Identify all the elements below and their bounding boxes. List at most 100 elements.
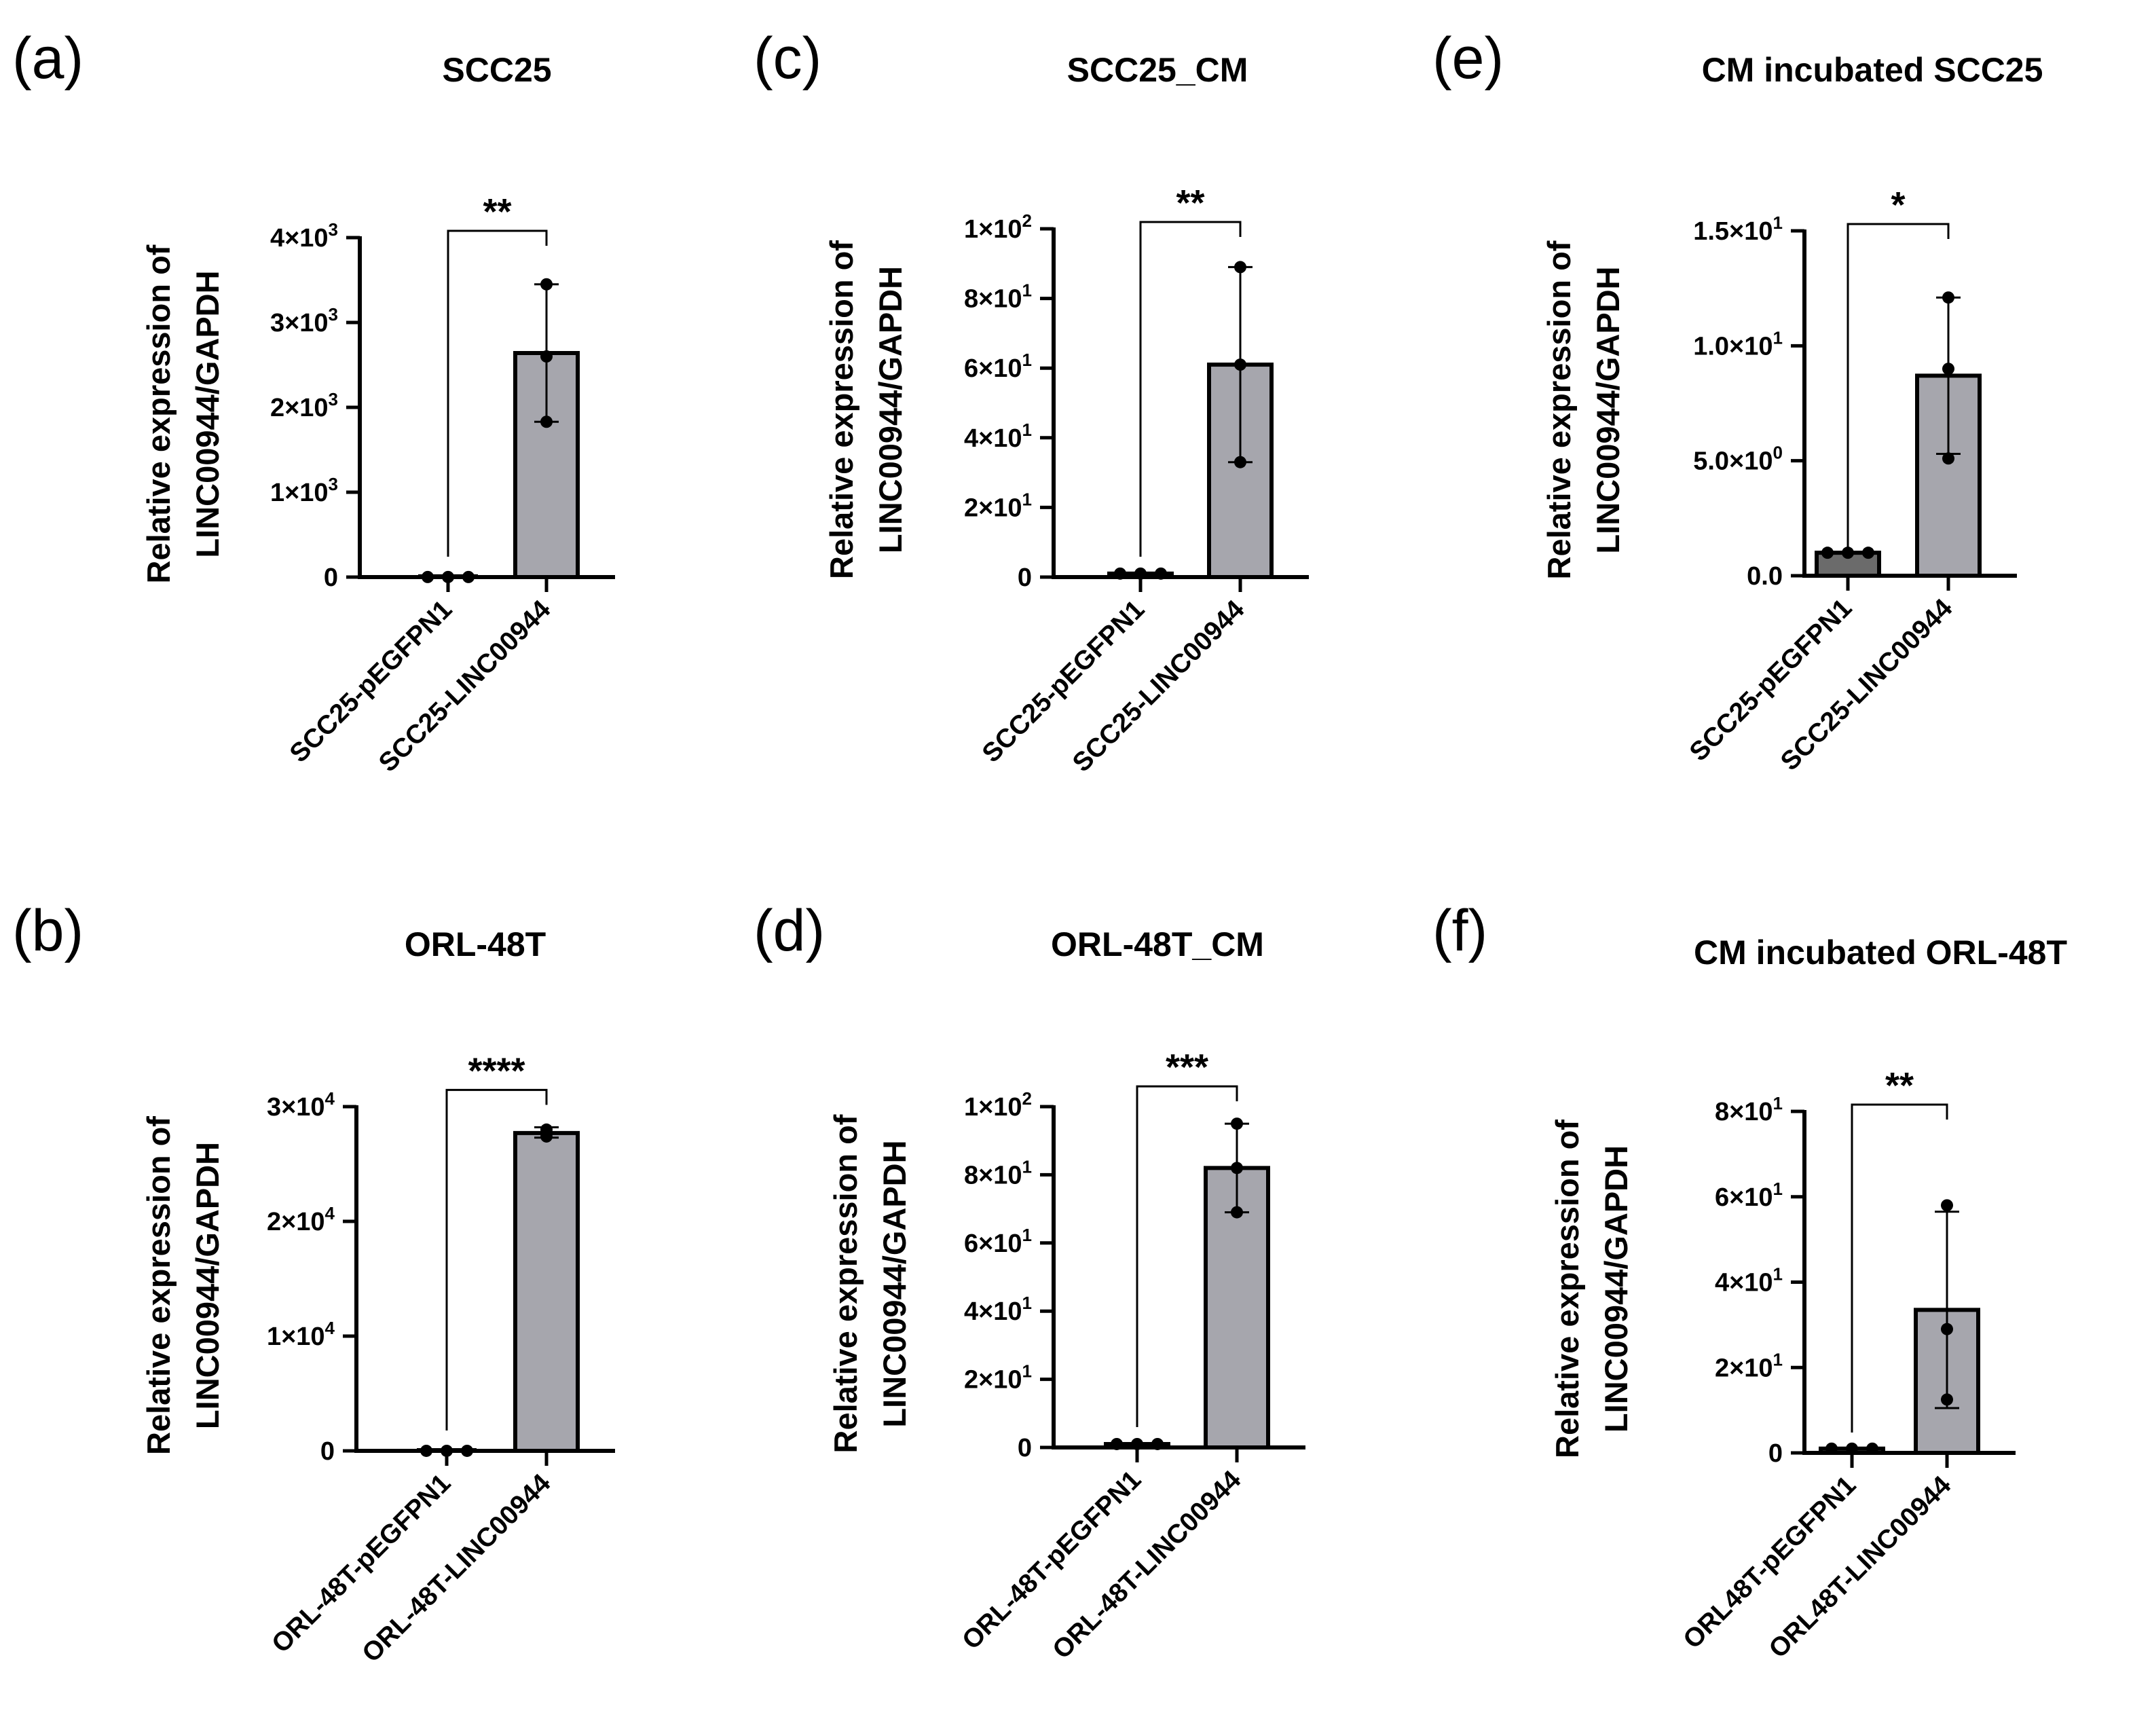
significance-bracket bbox=[447, 229, 548, 557]
significance-label: ** bbox=[483, 191, 511, 232]
data-point bbox=[540, 415, 553, 428]
y-tick-label: 0 bbox=[324, 564, 338, 592]
chart-title: ORL-48T_CM bbox=[1051, 925, 1264, 963]
y-tick-label: 6×101 bbox=[1715, 1179, 1783, 1212]
data-point bbox=[1131, 1437, 1143, 1450]
data-point bbox=[1151, 1437, 1164, 1450]
y-tick-label: 2×101 bbox=[964, 489, 1032, 522]
data-point bbox=[442, 570, 454, 583]
category-label: ORL-48T-pEGFPN1 bbox=[266, 1469, 456, 1659]
data-point bbox=[420, 1444, 432, 1457]
data-point bbox=[1134, 567, 1147, 580]
data-point bbox=[441, 1444, 453, 1457]
y-tick-label: 1×102 bbox=[964, 1088, 1032, 1122]
data-point bbox=[1941, 1323, 1953, 1335]
category-label: SCC25-pEGFPN1 bbox=[977, 595, 1151, 769]
significance-label: ** bbox=[1885, 1065, 1914, 1106]
significance-bracket bbox=[1851, 1103, 1948, 1433]
data-point bbox=[1234, 456, 1246, 468]
y-tick-label: 4×101 bbox=[1715, 1264, 1783, 1297]
data-point bbox=[1234, 261, 1246, 274]
y-tick-label: 3×103 bbox=[270, 304, 338, 337]
panel-letter: (e) bbox=[1432, 26, 1504, 91]
panel-c: (c) SCC25_CM Relative expression of LINC009… bbox=[754, 26, 1309, 777]
y-tick-label: 1×102 bbox=[964, 210, 1032, 244]
category-label: SCC25-LINC00944 bbox=[1067, 595, 1250, 778]
panel-letter: (d) bbox=[754, 898, 825, 963]
data-point bbox=[1155, 567, 1167, 580]
data-point bbox=[1846, 1442, 1858, 1455]
panel-letter: (a) bbox=[12, 26, 84, 91]
y-axis-label: Relative expression of bbox=[1541, 240, 1577, 579]
data-point bbox=[540, 350, 553, 363]
chart-title: SCC25 bbox=[442, 51, 551, 89]
y-tick-label: 0 bbox=[1018, 1434, 1032, 1462]
category-label: SCC25-pEGFPN1 bbox=[284, 595, 458, 769]
data-point bbox=[1234, 358, 1246, 371]
panel-letter: (f) bbox=[1432, 898, 1487, 963]
y-axis-label: LINC00944/GAPDH bbox=[872, 266, 908, 553]
chart-title: ORL-48T bbox=[405, 925, 546, 963]
data-point bbox=[540, 1126, 553, 1139]
y-axis-label: Relative expression of bbox=[1549, 1120, 1585, 1458]
y-tick-label: 2×103 bbox=[270, 389, 338, 422]
y-tick-label: 6×101 bbox=[964, 350, 1032, 383]
y-tick-label: 3×104 bbox=[267, 1088, 335, 1122]
significance-label: **** bbox=[468, 1050, 525, 1091]
data-point bbox=[1942, 291, 1954, 304]
y-tick-label: 2×101 bbox=[1715, 1349, 1783, 1382]
panel-b: (b) ORL-48T Relative expression of LINC0094… bbox=[12, 898, 615, 1668]
y-tick-label: 0 bbox=[1018, 564, 1032, 592]
y-axis-label: LINC00944/GAPDH bbox=[1598, 1145, 1634, 1433]
data-point bbox=[1114, 567, 1126, 580]
bar-overexpression bbox=[513, 1130, 580, 1453]
y-axis-label: Relative expression of bbox=[828, 1114, 864, 1453]
category-label: SCC25-pEGFPN1 bbox=[1684, 593, 1858, 767]
y-tick-label: 4×103 bbox=[270, 219, 338, 253]
category-label: ORL-48T-LINC00944 bbox=[1047, 1465, 1246, 1665]
panel-letter: (b) bbox=[12, 898, 84, 963]
data-point bbox=[462, 570, 475, 583]
data-point bbox=[1231, 1206, 1243, 1219]
data-point bbox=[1941, 1199, 1953, 1212]
y-tick-label: 8×101 bbox=[964, 1156, 1032, 1189]
significance-bracket bbox=[445, 1088, 548, 1430]
panel-d: (d) ORL-48T_CM Relative expression of LINC0… bbox=[754, 898, 1305, 1665]
significance-bracket bbox=[1847, 223, 1950, 555]
y-tick-label: 1×104 bbox=[267, 1318, 335, 1351]
panel-e: (e) CM incubated SCC25 Relative expression… bbox=[1432, 26, 2043, 776]
category-label: SCC25-LINC00944 bbox=[1775, 593, 1959, 777]
y-axis-label: Relative expression of bbox=[141, 1116, 177, 1455]
significance-label: ** bbox=[1176, 183, 1204, 223]
chart-title: CM incubated ORL-48T bbox=[1694, 934, 2067, 972]
category-label: SCC25-LINC00944 bbox=[373, 595, 557, 778]
data-point bbox=[461, 1444, 473, 1457]
data-point bbox=[1825, 1442, 1838, 1455]
category-label: ORL48T-pEGFPN1 bbox=[1677, 1471, 1861, 1655]
data-point bbox=[422, 570, 434, 583]
category-label: ORL-48T-LINC00944 bbox=[356, 1469, 556, 1668]
y-tick-label: 0.0 bbox=[1747, 562, 1783, 591]
y-tick-label: 6×101 bbox=[964, 1225, 1032, 1258]
y-tick-label: 4×101 bbox=[964, 1293, 1032, 1326]
data-point bbox=[1941, 1393, 1953, 1406]
y-tick-label: 1×103 bbox=[270, 474, 338, 507]
y-tick-label: 4×101 bbox=[964, 420, 1032, 453]
chart-title: SCC25_CM bbox=[1067, 51, 1248, 89]
chart-title: CM incubated SCC25 bbox=[1702, 51, 2043, 89]
y-tick-label: 8×101 bbox=[964, 280, 1032, 314]
data-point bbox=[1231, 1118, 1243, 1130]
y-tick-label: 5.0×100 bbox=[1693, 443, 1783, 476]
data-point bbox=[1231, 1162, 1243, 1175]
y-tick-label: 2×101 bbox=[964, 1361, 1032, 1395]
y-axis-label: Relative expression of bbox=[823, 240, 859, 579]
data-point bbox=[1866, 1442, 1878, 1455]
significance-bracket bbox=[1139, 221, 1242, 557]
y-tick-label: 2×104 bbox=[267, 1203, 335, 1236]
significance-label: *** bbox=[1166, 1047, 1208, 1088]
y-axis-label: LINC00944/GAPDH bbox=[876, 1140, 912, 1427]
data-point bbox=[1862, 547, 1874, 559]
y-tick-label: 0 bbox=[1768, 1439, 1783, 1468]
data-point bbox=[1942, 363, 1954, 375]
